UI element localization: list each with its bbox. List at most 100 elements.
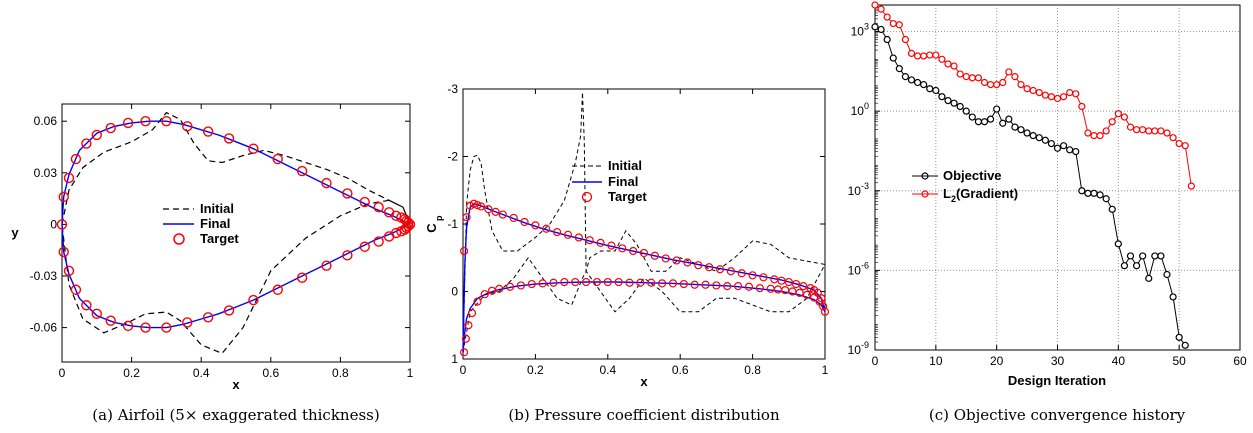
gradient-point <box>1096 131 1104 140</box>
target-point <box>596 238 605 247</box>
target-point <box>401 222 412 234</box>
target-point <box>574 233 583 242</box>
target-point <box>639 248 649 258</box>
legend-target-marker <box>581 191 593 203</box>
objective-point <box>907 76 916 84</box>
initial-line <box>462 92 826 353</box>
gradient-point <box>1120 113 1129 121</box>
target-point <box>58 246 69 258</box>
y-tick-label: -3 <box>447 82 458 96</box>
y-tick-label: 1 <box>451 352 458 366</box>
target-point <box>603 277 612 287</box>
target-point <box>473 297 482 306</box>
legend: Initial Final Target <box>572 158 647 204</box>
initial-line <box>462 256 826 353</box>
legend-final-label: Final <box>608 174 638 189</box>
target-point <box>469 199 478 208</box>
gradient-point <box>913 52 922 60</box>
target-point <box>549 278 558 287</box>
target-point <box>784 277 793 287</box>
x-axis-label: x <box>640 374 648 389</box>
target-point <box>63 265 75 277</box>
objective-point <box>956 102 964 111</box>
target-point <box>373 201 384 213</box>
gradient-point <box>1132 126 1141 134</box>
target-point <box>799 282 808 291</box>
gradient-point <box>895 21 903 29</box>
objective-point <box>1157 252 1165 260</box>
gradient-point <box>944 60 952 68</box>
legend-gradient-label: L2(Gradient) <box>943 186 1018 204</box>
x-tick-label: 0 <box>59 366 66 380</box>
target-point <box>759 273 768 282</box>
gradient-point <box>1035 89 1043 97</box>
target-point <box>650 251 659 260</box>
target-point <box>373 236 384 247</box>
legend-gradient-name: L <box>943 186 951 201</box>
target-point <box>248 143 259 154</box>
target-point <box>694 261 703 270</box>
objective-point <box>1163 270 1171 279</box>
objective-point <box>883 35 891 44</box>
gradient-point <box>986 81 995 89</box>
gradient-point <box>974 74 983 82</box>
objective-point <box>1078 187 1086 195</box>
objective-point <box>895 65 903 73</box>
x-tick-label: 0.2 <box>527 363 544 377</box>
gradient-point <box>1023 85 1031 93</box>
target-point <box>527 279 536 289</box>
gradient-point <box>1151 127 1159 135</box>
gradient-point <box>999 78 1007 87</box>
target-point <box>542 224 551 233</box>
x-tick-label: 0.6 <box>672 363 689 377</box>
gradient-point <box>1029 86 1037 95</box>
target-point <box>819 302 828 311</box>
objective-point <box>1053 144 1062 152</box>
gradient-point <box>1047 93 1056 101</box>
target-point <box>581 277 591 287</box>
target-point <box>182 121 193 132</box>
y-tick-label: 0 <box>50 217 57 231</box>
target-point <box>182 317 193 328</box>
x-tick-label: 0.2 <box>123 366 140 380</box>
gradient-point <box>938 55 946 63</box>
target-point <box>773 285 783 294</box>
target-point <box>683 258 692 267</box>
objective-point <box>1041 136 1049 144</box>
target-point <box>491 207 500 216</box>
legend-gradient-marker <box>921 190 929 198</box>
x-tick-label: 0 <box>872 354 879 368</box>
gradient-point <box>889 19 897 28</box>
target-point <box>520 217 529 227</box>
y-tick-label: -0.03 <box>30 269 58 283</box>
target-point <box>618 244 627 253</box>
target-point <box>607 241 616 250</box>
target-point <box>223 133 235 144</box>
target-point <box>56 219 68 230</box>
objective-point <box>871 23 879 31</box>
target-point <box>272 153 283 165</box>
target-point <box>820 307 830 316</box>
objective-point <box>1120 262 1129 270</box>
x-tick-label: 20 <box>990 354 1004 368</box>
target-point <box>585 236 594 245</box>
objective-point <box>938 93 946 101</box>
legend-gradient-rest: (Gradient) <box>956 186 1018 201</box>
gradient-point <box>907 49 916 58</box>
legend-target-marker <box>173 233 185 245</box>
panel-airfoil: 0 0.2 0.4 0.6 0.8 1 -0.06 -0.03 0 0.03 0.06 x y In… <box>11 103 416 424</box>
objective-point <box>1072 147 1080 156</box>
target-point <box>495 284 504 293</box>
target-point <box>404 219 416 230</box>
target-point <box>272 284 283 295</box>
target-point <box>679 279 688 289</box>
target-point <box>359 196 370 208</box>
target-point <box>766 284 775 293</box>
target-point <box>516 281 526 290</box>
y-axis-label-main: C <box>424 223 439 233</box>
gradient-point <box>956 70 964 78</box>
x-tick-label: 10 <box>929 354 943 368</box>
target-point <box>625 278 634 287</box>
target-point <box>531 221 540 230</box>
target-point <box>734 282 743 291</box>
